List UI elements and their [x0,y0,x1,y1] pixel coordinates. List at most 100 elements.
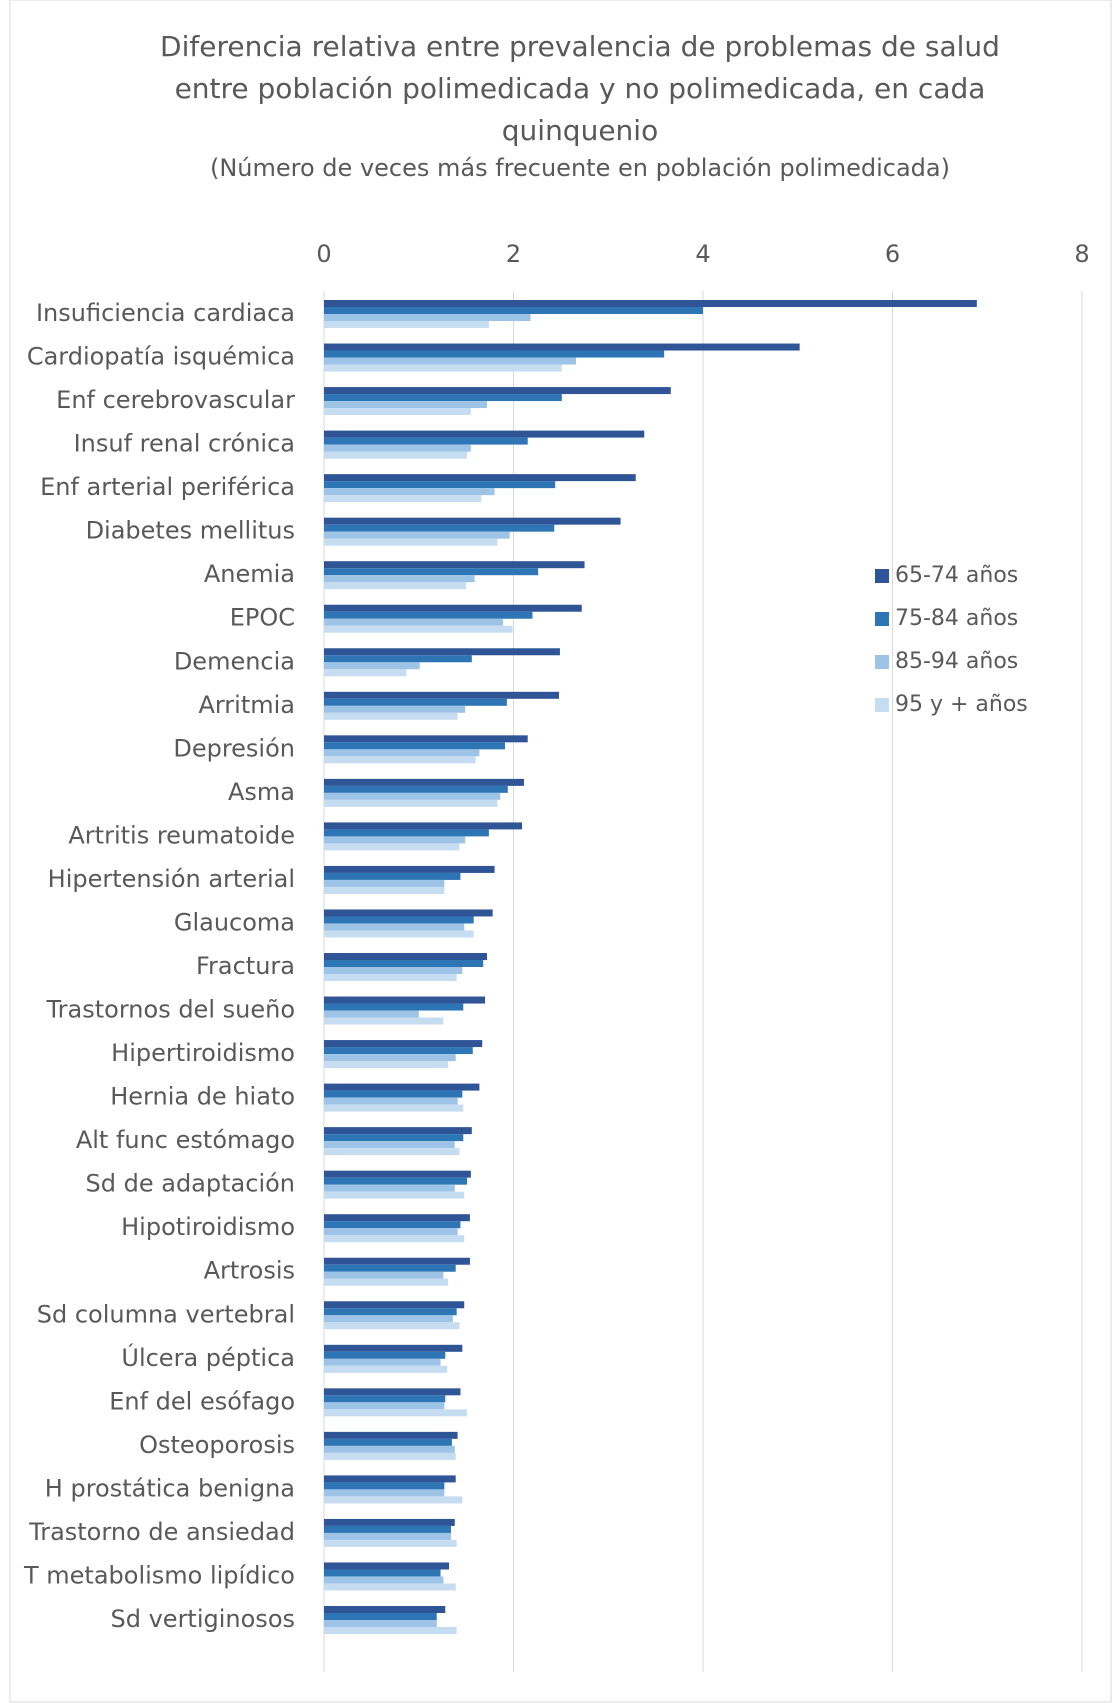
bar [324,843,460,851]
y-tick-label: Trastornos del sueño [46,996,295,1024]
bar [324,1576,444,1584]
bar [324,611,533,619]
bar [324,648,560,656]
y-tick-label: Hipertiroidismo [111,1039,295,1067]
bar [324,1271,444,1279]
bar [324,662,420,670]
bar [324,604,582,612]
bar [324,792,501,800]
y-tick-label: Depresión [173,734,295,762]
bar [324,1017,444,1025]
legend-label: 75-84 años [895,606,1018,631]
x-tick-label: 2 [506,240,521,268]
y-tick-label: Cardiopatía isquémica [27,343,295,371]
bar [324,974,457,981]
bar [324,1235,465,1243]
bar [324,1257,470,1265]
bar [324,1301,465,1309]
bar [324,1134,464,1142]
bar [324,1315,453,1323]
bar [324,865,495,873]
legend-label: 85-94 años [895,649,1018,674]
bar [324,691,559,699]
bar [324,1402,445,1410]
bar [324,1148,460,1156]
legend-swatch [875,655,889,669]
bar [324,517,621,525]
bar [324,996,486,1004]
y-tick-label: EPOC [230,604,295,632]
bar [324,343,800,351]
bar [324,321,489,328]
bar [324,1431,458,1439]
x-tick-label: 6 [885,240,900,268]
y-tick-label: Demencia [174,647,295,675]
bar [324,1097,458,1105]
bar [324,1452,456,1460]
bar [324,930,474,938]
y-tick-label: Enf cerebrovascular [56,386,295,414]
bar [324,1518,455,1526]
bar [324,531,510,539]
bar [324,872,461,880]
bar [324,1525,451,1533]
y-tick-label: Enf del esófago [109,1387,295,1415]
bar [324,430,645,438]
bar [324,909,493,917]
y-tick-label: Artritis reumatoide [68,821,295,849]
bar [324,655,472,663]
bar [324,1613,437,1620]
bar [324,1395,446,1403]
bar [324,394,562,402]
bar [324,1184,455,1192]
y-tick-label: Anemia [204,560,295,588]
bar [324,524,555,532]
bar [324,822,523,830]
y-tick-label: H prostática benigna [45,1474,295,1502]
chart-border [9,0,1112,1703]
bar [324,357,577,365]
bar [324,1489,445,1497]
bar [324,1170,471,1178]
y-tick-label: Glaucoma [174,908,295,936]
bar [324,1365,448,1373]
bar [324,1177,468,1185]
y-tick-label: Asma [228,778,295,806]
bar [324,705,466,713]
bar [324,1127,472,1135]
bar [324,1482,445,1490]
y-tick-label: Diabetes mellitus [86,517,295,545]
bar [324,561,585,569]
bar [324,742,505,750]
bar [324,1496,463,1504]
bar [324,1562,450,1570]
bar [324,1264,456,1272]
bar [324,408,471,416]
bar [324,618,504,626]
bar [324,1061,449,1069]
bar [324,1583,456,1591]
bar [324,735,528,743]
bar [324,799,498,807]
x-tick-label: 4 [695,240,710,268]
bar [324,1344,463,1352]
chart-subtitle: (Número de veces más frecuente en poblac… [209,154,950,182]
chart-title: Diferencia relativa entre prevalencia de… [160,30,1000,147]
bar [324,1141,455,1149]
bar [324,785,508,793]
bar [324,1445,455,1453]
bar [324,778,524,786]
y-tick-label: Alt func estómago [76,1126,295,1154]
y-tick-label: Hipotiroidismo [121,1213,295,1241]
legend-swatch [875,612,889,626]
legend-label: 95 y + años [895,692,1028,717]
legend-swatch [875,698,889,712]
bar [324,488,495,496]
bar [324,1104,464,1112]
y-tick-label: Hernia de hiato [110,1083,295,1111]
y-tick-label: Fractura [196,952,295,980]
bar [324,1308,457,1316]
bar [324,350,665,358]
bar [324,1228,458,1236]
bar [324,1388,461,1396]
